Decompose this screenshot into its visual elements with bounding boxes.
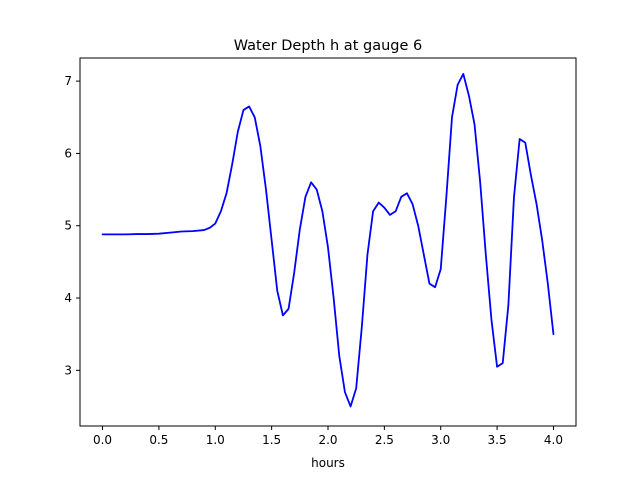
x-tick-label: 3.0 <box>431 433 450 447</box>
x-tick-label: 4.0 <box>544 433 563 447</box>
x-tick-label: 1.5 <box>262 433 281 447</box>
y-tick-label: 6 <box>64 146 72 160</box>
y-tick-label: 3 <box>64 363 72 377</box>
series-line-0 <box>101 73 555 408</box>
x-tick-label: 1.0 <box>206 433 225 447</box>
chart-title: Water Depth h at gauge 6 <box>234 38 422 54</box>
x-tick-label: 0.5 <box>149 433 168 447</box>
x-axis-label: hours <box>311 456 345 470</box>
y-tick-label: 4 <box>64 291 72 305</box>
x-tick-label: 3.5 <box>488 433 507 447</box>
y-tick-label: 5 <box>64 219 72 233</box>
x-tick-label: 0.0 <box>93 433 112 447</box>
plot-area: 0.0 0.5 1.0 1.5 2.0 2.5 3.0 3.5 4.0 3 4 5 6 7 <box>64 57 577 447</box>
x-tick-label: 2.5 <box>375 433 394 447</box>
y-tick-label: 7 <box>64 74 72 88</box>
x-tick-label: 2.0 <box>318 433 337 447</box>
